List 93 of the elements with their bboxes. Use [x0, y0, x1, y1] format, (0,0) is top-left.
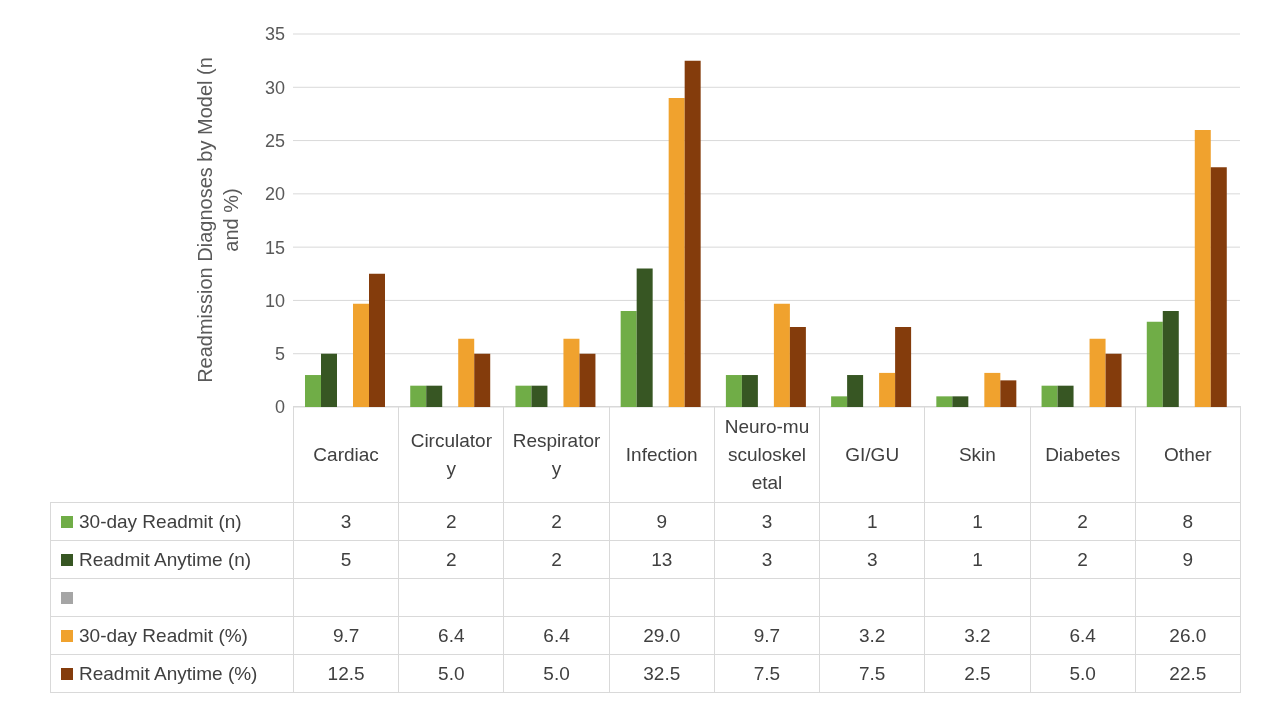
bar: [474, 353, 491, 407]
bar: [305, 375, 321, 407]
data-label: 3: [293, 502, 399, 541]
x-tick-label: GI/GU: [819, 406, 925, 503]
bar: [410, 385, 427, 407]
bar: [895, 327, 912, 407]
x-tick-label: Neuro-musculoskeletal: [714, 406, 820, 503]
y-tick-label: 15: [264, 237, 285, 258]
bar: [1105, 353, 1122, 407]
bar: [773, 303, 790, 407]
bar: [936, 396, 953, 407]
data-label: 13: [609, 540, 715, 579]
bar: [879, 372, 896, 407]
bar: [579, 353, 596, 407]
bar: [321, 353, 337, 407]
bar: [952, 396, 969, 407]
data-label: 22.5: [1135, 654, 1241, 693]
data-label: 29.0: [609, 616, 715, 655]
bar: [531, 385, 548, 407]
data-label: 9.7: [293, 616, 399, 655]
bar: [831, 396, 848, 407]
bar: [1210, 167, 1227, 407]
legend-label: Readmit Anytime (%): [50, 654, 294, 693]
bar: [620, 311, 637, 407]
bar: [1000, 380, 1017, 407]
legend-label: 30-day Readmit (n): [50, 502, 294, 541]
y-tick-label: 20: [264, 184, 285, 205]
x-tick-label: Respiratory: [503, 406, 610, 503]
data-label: 26.0: [1135, 616, 1241, 655]
data-label: 9: [609, 502, 715, 541]
bar: [1146, 321, 1163, 407]
data-label: 3: [819, 540, 925, 579]
data-label: 6.4: [398, 616, 504, 655]
data-label: 2.5: [924, 654, 1031, 693]
legend-label: Readmit Anytime (n): [50, 540, 294, 579]
data-label: 12.5: [293, 654, 399, 693]
data-label: 1: [819, 502, 925, 541]
bar: [668, 97, 685, 407]
x-tick-label: Skin: [924, 406, 1031, 503]
bar: [741, 375, 758, 407]
bar: [1057, 385, 1074, 407]
data-label: 2: [398, 540, 504, 579]
bar: [684, 60, 701, 407]
bar: [789, 327, 806, 407]
bar: [984, 372, 1001, 407]
data-label: 32.5: [609, 654, 715, 693]
bar: [369, 273, 385, 407]
bar: [1041, 385, 1058, 407]
y-tick-label: 25: [264, 130, 285, 151]
data-label: 1: [924, 502, 1031, 541]
data-label: 5.0: [398, 654, 504, 693]
y-tick-label: 5: [274, 344, 285, 365]
x-tick-label: Circulatory: [398, 406, 504, 503]
bar: [515, 385, 532, 407]
data-label: 6.4: [503, 616, 610, 655]
bar: [1194, 129, 1211, 407]
bar: [636, 268, 653, 407]
data-label: 7.5: [714, 654, 820, 693]
data-label: 3.2: [819, 616, 925, 655]
data-label: 2: [1030, 502, 1136, 541]
x-tick-label: Diabetes: [1030, 406, 1136, 503]
data-label: 8: [1135, 502, 1241, 541]
bar: [458, 338, 475, 407]
y-axis-title: Readmission Diagnoses by Model (n and %): [193, 56, 243, 385]
x-tick-label: Other: [1135, 406, 1241, 503]
data-label: 2: [398, 502, 504, 541]
data-label: 5.0: [1030, 654, 1136, 693]
bar: [353, 303, 369, 407]
bar: [426, 385, 443, 407]
y-tick-label: 0: [274, 397, 285, 418]
bar: [563, 338, 580, 407]
legend-label: 30-day Readmit (%): [50, 616, 294, 655]
data-label: 7.5: [819, 654, 925, 693]
data-label: 3: [714, 502, 820, 541]
bar: [725, 375, 742, 407]
x-tick-label: Cardiac: [293, 406, 399, 503]
data-label: 9.7: [714, 616, 820, 655]
y-tick-label: 10: [264, 290, 285, 311]
y-tick-label: 35: [264, 24, 285, 45]
data-label: 5.0: [503, 654, 610, 693]
data-label: 2: [503, 502, 610, 541]
bar: [1162, 311, 1179, 407]
data-label: 2: [1030, 540, 1136, 579]
data-label: 9: [1135, 540, 1241, 579]
y-tick-label: 30: [264, 77, 285, 98]
x-tick-label: Infection: [609, 406, 715, 503]
data-label: 3.2: [924, 616, 1031, 655]
data-label: 1: [924, 540, 1031, 579]
bar: [1089, 338, 1106, 407]
data-label: 2: [503, 540, 610, 579]
data-label: 3: [714, 540, 820, 579]
bar: [847, 375, 864, 407]
data-label: 6.4: [1030, 616, 1136, 655]
